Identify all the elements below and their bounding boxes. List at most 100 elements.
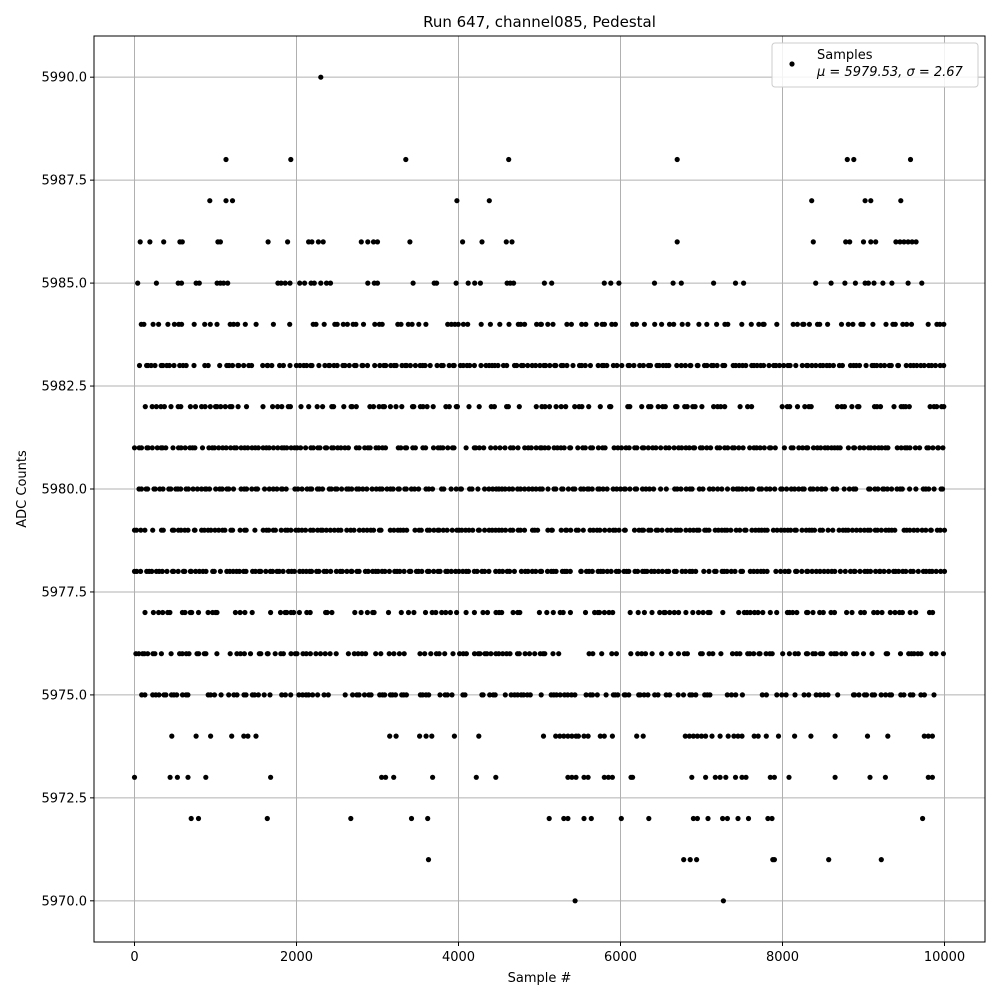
sample-point [133, 527, 140, 533]
sample-point [242, 609, 248, 616]
sample-point [317, 651, 324, 657]
sample-point [626, 692, 632, 698]
sample-point [405, 609, 412, 616]
sample-point [919, 280, 925, 286]
sample-point [585, 774, 591, 780]
sample-point [835, 692, 841, 698]
sample-point [479, 239, 485, 245]
sample-point [678, 486, 684, 492]
sample-point [710, 486, 716, 492]
sample-point [393, 733, 399, 739]
sample-point [728, 568, 734, 575]
sample-point [179, 692, 186, 698]
sample-point [137, 239, 143, 245]
sample-point [315, 692, 321, 698]
sample-point [297, 362, 303, 369]
sample-point [163, 445, 169, 451]
sample-point [284, 445, 290, 451]
sample-point [232, 609, 238, 616]
sample-point [476, 733, 482, 739]
sample-point [346, 362, 352, 369]
sample-point [610, 609, 616, 616]
sample-point [478, 362, 484, 369]
sample-point [809, 568, 815, 575]
sample-point [516, 651, 522, 657]
sample-point [192, 527, 198, 533]
sample-point [344, 321, 350, 327]
sample-point [817, 609, 823, 616]
sample-point [383, 774, 389, 780]
sample-point [169, 733, 175, 739]
sample-point [836, 527, 842, 533]
sample-point [662, 609, 668, 616]
sample-point [736, 609, 742, 616]
sample-point [412, 527, 418, 533]
sample-point [191, 321, 197, 327]
sample-point [764, 568, 770, 575]
sample-point [626, 445, 632, 451]
sample-point [502, 692, 508, 698]
sample-point [449, 527, 455, 533]
sample-point [588, 815, 594, 822]
sample-point [668, 651, 674, 657]
sample-point [869, 651, 875, 657]
sample-point [419, 568, 425, 575]
sample-point [372, 321, 378, 327]
sample-point [270, 486, 276, 492]
sample-point [160, 362, 166, 369]
sample-point [268, 774, 274, 780]
sample-point [358, 239, 364, 245]
sample-point [252, 692, 258, 698]
sample-point [471, 609, 477, 616]
sample-point [763, 692, 770, 698]
sample-point [265, 651, 271, 657]
sample-point [211, 568, 217, 575]
sample-point [488, 651, 494, 657]
sample-point [288, 156, 294, 163]
sample-point [748, 321, 754, 327]
sample-point [606, 609, 612, 616]
sample-point [929, 651, 935, 657]
sample-point [412, 445, 418, 451]
sample-point [736, 445, 742, 451]
sample-point [217, 362, 223, 369]
sample-point [805, 362, 811, 369]
sample-point [683, 486, 689, 492]
sample-point [579, 404, 585, 410]
sample-point [352, 609, 358, 616]
sample-point [131, 445, 138, 451]
sample-point [937, 321, 943, 327]
sample-point [454, 609, 460, 616]
sample-point [416, 321, 422, 327]
sample-point [518, 568, 525, 575]
sample-point [572, 404, 578, 410]
sample-point [364, 527, 370, 533]
x-axis-label: Sample # [508, 971, 572, 986]
sample-point [731, 733, 737, 739]
sample-point [737, 527, 743, 533]
sample-point [345, 651, 351, 657]
sample-point [253, 321, 259, 327]
sample-point [769, 815, 775, 822]
sample-point [370, 404, 377, 410]
sample-point [363, 651, 369, 657]
sample-point [830, 362, 837, 369]
sample-point [717, 445, 723, 451]
sample-point [674, 362, 680, 369]
sample-point [929, 362, 935, 369]
sample-point [618, 445, 625, 451]
sample-point [808, 404, 814, 410]
sample-point [655, 527, 661, 533]
sample-point [858, 609, 864, 616]
sample-point [242, 321, 248, 327]
sample-point [794, 404, 801, 410]
sample-point [376, 404, 382, 410]
sample-point [644, 568, 650, 575]
sample-point [302, 280, 308, 286]
sample-point [462, 692, 468, 698]
sample-point [178, 445, 184, 451]
sample-point [206, 486, 213, 492]
sample-point [579, 321, 585, 327]
sample-point [439, 609, 445, 616]
sample-point [674, 239, 680, 245]
